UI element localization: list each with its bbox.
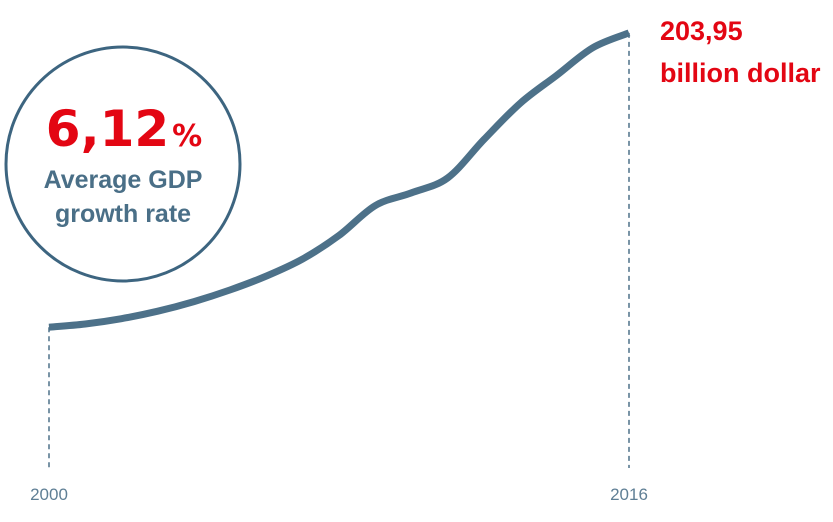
badge-label-line-1: Average GDP bbox=[44, 166, 203, 194]
badge-value: 6,12% bbox=[46, 100, 202, 158]
end-value-number: 203,95 bbox=[660, 16, 743, 46]
badge-label-line-2: growth rate bbox=[55, 200, 191, 228]
line-layer bbox=[48, 29, 631, 468]
x-tick-label-end: 2016 bbox=[610, 485, 648, 504]
end-value-unit: billion dollar bbox=[660, 58, 821, 88]
badge-circle bbox=[4, 45, 242, 283]
x-tick-label-start: 2000 bbox=[30, 485, 68, 504]
gdp-series-line bbox=[48, 29, 631, 331]
badge-value-number: 6,12 bbox=[46, 100, 169, 158]
growth-rate-badge: 6,12% Average GDP growth rate bbox=[4, 45, 242, 283]
badge-value-unit: % bbox=[172, 119, 202, 154]
